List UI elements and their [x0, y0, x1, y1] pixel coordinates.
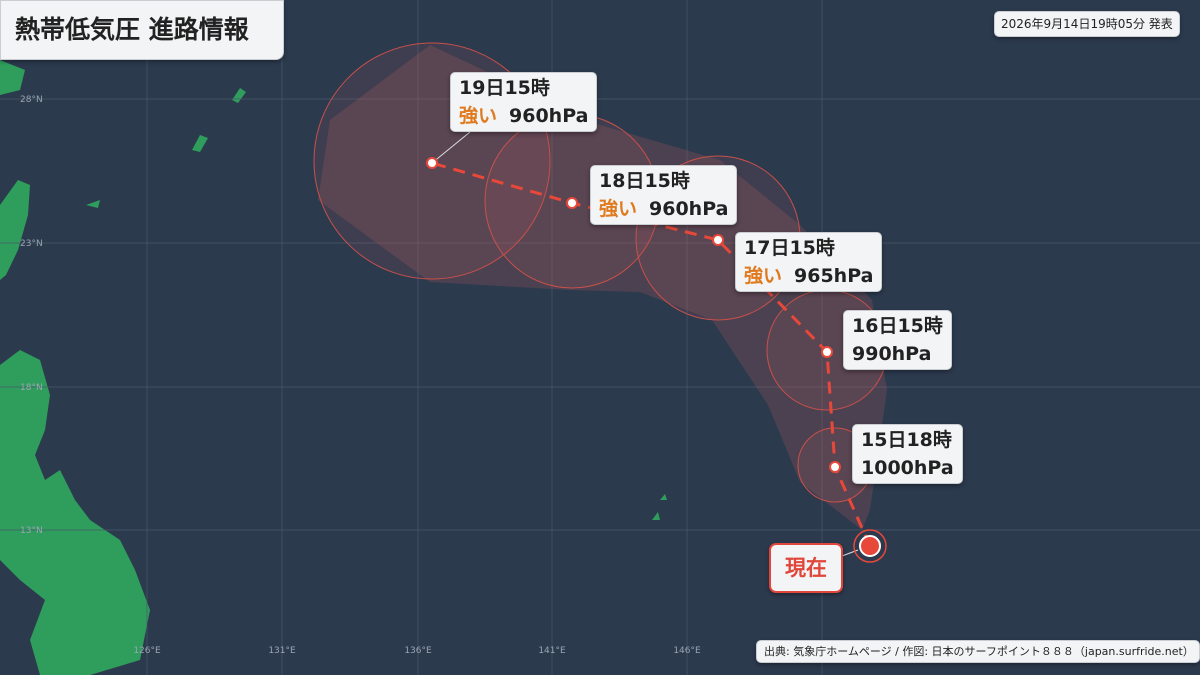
forecast-label: 18日15時 強い 960hPa	[590, 165, 738, 225]
pressure: 990hPa	[852, 343, 932, 365]
intensity: 強い	[459, 105, 498, 127]
lon-label: 136°E	[404, 646, 432, 656]
lon-label: 146°E	[673, 646, 701, 656]
lat-label: 28°N	[20, 95, 43, 105]
lat-label: 18°N	[20, 383, 43, 393]
forecast-label: 15日18時 1000hPa	[852, 424, 963, 484]
forecast-detail: 990hPa	[852, 340, 943, 368]
issued-time: 2026年9月14日19時05分 発表	[994, 11, 1180, 37]
intensity: 強い	[744, 265, 783, 287]
forecast-point	[566, 197, 578, 209]
forecast-label: 17日15時 強い 965hPa	[735, 232, 883, 292]
forecast-time: 16日15時	[852, 315, 943, 337]
forecast-detail: 1000hPa	[861, 454, 954, 482]
lat-label: 23°N	[20, 239, 43, 249]
forecast-point	[712, 234, 724, 246]
forecast-point	[426, 157, 438, 169]
pressure: 960hPa	[509, 105, 589, 127]
lon-label: 131°E	[268, 646, 296, 656]
pressure: 1000hPa	[861, 457, 954, 479]
forecast-detail: 強い 960hPa	[459, 102, 588, 130]
forecast-time: 18日15時	[599, 170, 690, 192]
forecast-cone	[318, 45, 887, 530]
leader	[431, 131, 471, 164]
forecast-time: 17日15時	[744, 237, 835, 259]
title: 熱帯低気圧 進路情報	[0, 0, 284, 60]
current-label: 現在	[769, 543, 843, 593]
lat-label: 13°N	[20, 526, 43, 536]
land	[0, 60, 667, 675]
lon-label: 141°E	[538, 646, 566, 656]
lon-label: 126°E	[133, 646, 161, 656]
forecast-label: 16日15時 990hPa	[843, 310, 952, 370]
credit: 出典: 気象庁ホームページ / 作図: 日本のサーフポイント８８８（japan.…	[756, 640, 1200, 663]
current-position	[859, 535, 881, 557]
current-ring	[853, 529, 887, 563]
forecast-point	[829, 461, 841, 473]
forecast-point	[821, 346, 833, 358]
forecast-time: 19日15時	[459, 77, 550, 99]
forecast-points	[426, 157, 841, 473]
forecast-detail: 強い 960hPa	[599, 195, 728, 223]
intensity: 強い	[599, 198, 638, 220]
pressure: 960hPa	[649, 198, 729, 220]
pressure: 965hPa	[794, 265, 874, 287]
forecast-detail: 強い 965hPa	[744, 262, 873, 290]
forecast-time: 15日18時	[861, 429, 952, 451]
forecast-label: 19日15時 強い 960hPa	[450, 72, 598, 132]
